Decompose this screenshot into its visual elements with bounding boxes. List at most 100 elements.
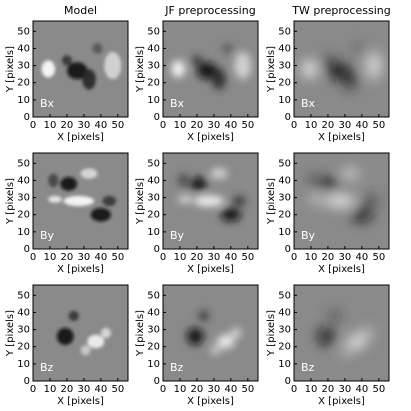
y-tick-label: 50 — [147, 290, 160, 301]
image-feature — [196, 62, 218, 80]
x-tick-label: 50 — [241, 384, 254, 395]
image — [33, 21, 128, 117]
image-feature — [321, 177, 339, 191]
image-feature — [41, 60, 56, 78]
y-axis-label: Y [pixels] — [266, 310, 277, 357]
x-tick-label: 20 — [61, 252, 74, 263]
y-tick-label: 40 — [278, 307, 291, 318]
x-axis-label: X [pixels] — [57, 396, 104, 407]
image-feature — [317, 327, 335, 345]
x-tick-label: 20 — [191, 252, 204, 263]
x-tick-label: 40 — [224, 252, 237, 263]
image-feature — [190, 177, 208, 191]
y-tick-label: 40 — [17, 175, 30, 186]
y-tick-label: 10 — [147, 227, 160, 238]
x-tick-label: 10 — [174, 384, 187, 395]
image-features — [309, 168, 378, 222]
y-tick-label: 20 — [278, 342, 291, 353]
panel-label: Bz — [301, 361, 315, 374]
x-tick-label: 0 — [291, 384, 297, 395]
y-tick-label: 0 — [285, 244, 291, 255]
image-feature — [66, 62, 88, 80]
y-tick-label: 30 — [278, 325, 291, 336]
image-feature — [61, 55, 73, 66]
image-feature — [171, 60, 186, 78]
image-feature — [210, 168, 228, 179]
x-axis-label: X [pixels] — [318, 132, 365, 143]
x-tick-label: 20 — [191, 384, 204, 395]
frame — [32, 152, 129, 250]
y-tick-label: 50 — [278, 26, 291, 37]
x-tick-label: 10 — [305, 252, 318, 263]
panel-label: By — [40, 229, 55, 242]
image-feature — [353, 43, 364, 54]
x-tick-label: 50 — [372, 384, 385, 395]
x-tick-label: 10 — [174, 120, 187, 131]
image-feature — [100, 327, 112, 339]
x-axis-label: X [pixels] — [187, 396, 234, 407]
x-axis-label: X [pixels] — [318, 264, 365, 275]
y-tick-label: 40 — [147, 43, 160, 54]
x-tick-label: 40 — [94, 120, 107, 131]
y-tick-label: 20 — [147, 78, 160, 89]
panel-label: Bx — [301, 97, 316, 110]
image-feature — [178, 173, 189, 188]
image-background — [294, 285, 389, 381]
y-axis-label: Y [pixels] — [135, 310, 146, 357]
image-background — [33, 285, 128, 381]
image-features — [317, 310, 373, 356]
image-feature — [324, 195, 356, 207]
y-tick-label: 10 — [17, 359, 30, 370]
y-tick-label: 20 — [17, 210, 30, 221]
y-tick-label: 0 — [24, 376, 30, 387]
y-axis-label: Y [pixels] — [266, 46, 277, 93]
y-tick-label: 0 — [154, 376, 160, 387]
image-feature — [343, 69, 357, 90]
x-axis-label: X [pixels] — [57, 264, 104, 275]
panel-title: JF preprocessing — [164, 4, 255, 17]
image — [33, 285, 128, 381]
x-axis-label: X [pixels] — [187, 264, 234, 275]
panel-label: Bx — [40, 97, 55, 110]
image-feature — [90, 207, 112, 222]
frame — [32, 20, 129, 118]
image-feature — [80, 168, 98, 179]
image-feature — [341, 168, 359, 179]
y-axis-label: Y [pixels] — [135, 46, 146, 93]
x-tick-label: 30 — [78, 384, 91, 395]
x-tick-label: 50 — [241, 120, 254, 131]
y-axis-label: Y [pixels] — [5, 46, 16, 93]
x-tick-label: 0 — [291, 120, 297, 131]
x-tick-label: 40 — [94, 384, 107, 395]
image-features — [48, 168, 117, 222]
y-tick-label: 30 — [147, 325, 160, 336]
frame — [162, 20, 259, 118]
image-feature — [191, 55, 203, 66]
x-tick-label: 0 — [30, 120, 36, 131]
y-tick-label: 50 — [278, 290, 291, 301]
x-tick-label: 0 — [160, 384, 166, 395]
frame — [162, 152, 259, 250]
y-tick-label: 50 — [278, 158, 291, 169]
x-tick-label: 0 — [160, 252, 166, 263]
image-feature — [234, 51, 252, 80]
y-tick-label: 10 — [147, 359, 160, 370]
y-tick-label: 40 — [278, 175, 291, 186]
x-tick-label: 30 — [339, 120, 352, 131]
image-feature — [60, 177, 78, 191]
panel-label: Bz — [170, 361, 184, 374]
y-tick-label: 30 — [278, 61, 291, 72]
x-tick-label: 20 — [61, 384, 74, 395]
image-feature — [322, 55, 334, 66]
x-tick-label: 50 — [241, 252, 254, 263]
image-feature — [217, 334, 235, 349]
y-tick-label: 30 — [147, 61, 160, 72]
frame — [293, 152, 390, 250]
image-background — [163, 285, 258, 381]
y-tick-label: 30 — [17, 325, 30, 336]
image-feature — [56, 327, 74, 345]
